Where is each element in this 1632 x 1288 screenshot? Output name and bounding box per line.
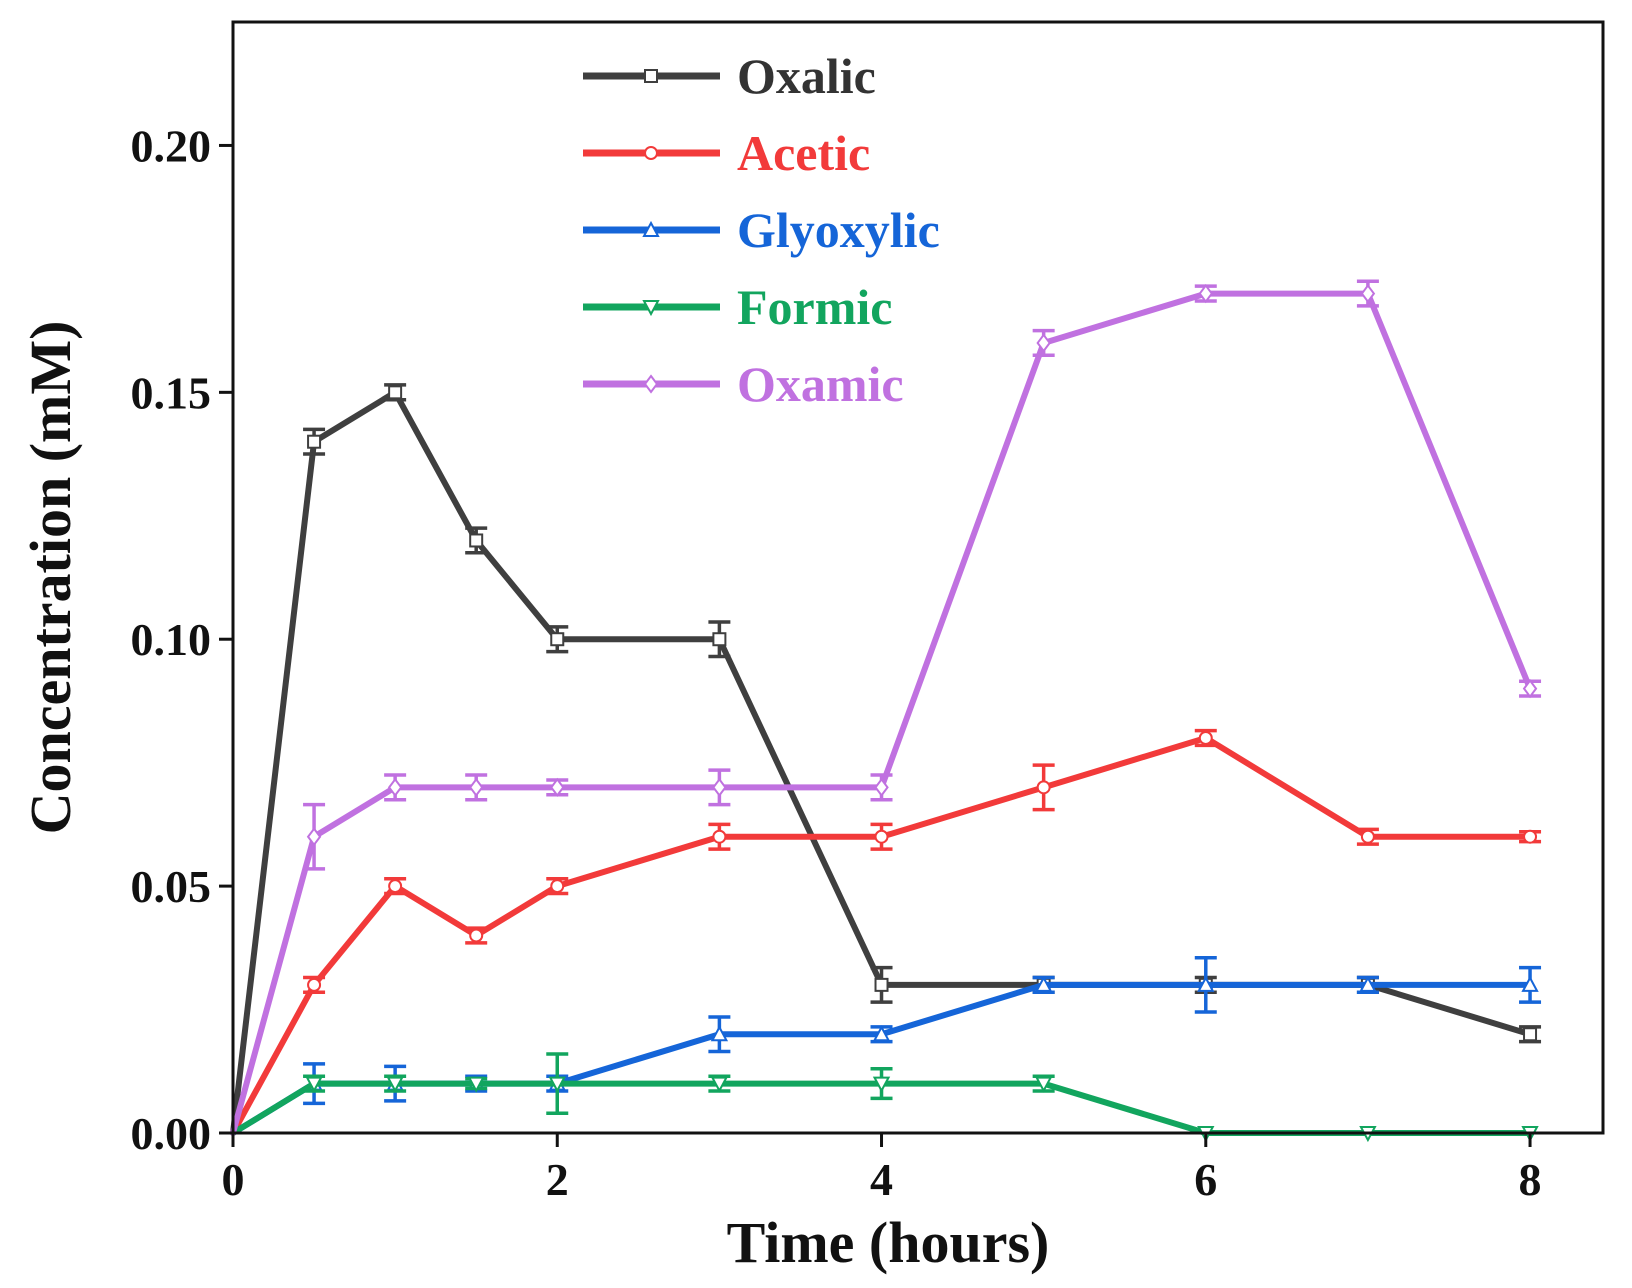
data-point-acetic	[1036, 780, 1051, 795]
series-oxamic	[230, 279, 1542, 1136]
data-point-glyoxylic	[1034, 975, 1053, 992]
data-point-oxalic	[388, 385, 403, 400]
legend-item-acetic: Acetic	[583, 125, 870, 181]
series-line-glyoxylic	[230, 981, 1534, 1136]
x-tick-label: 0	[222, 1154, 245, 1205]
data-point-acetic	[1360, 829, 1375, 844]
y-axis-title: Concentration (mM)	[18, 321, 83, 835]
data-point-oxalic	[712, 632, 727, 647]
data-point-oxamic	[468, 777, 484, 798]
x-tick-label: 6	[1194, 1154, 1217, 1205]
data-point-oxalic	[874, 977, 889, 992]
data-point-acetic	[874, 829, 889, 844]
legend-label-glyoxylic: Glyoxylic	[737, 202, 940, 258]
series-acetic	[230, 728, 1542, 1136]
data-point-formic	[710, 1076, 729, 1093]
legend-item-oxamic: Oxamic	[583, 356, 904, 412]
axes-layer: 0 2 4 6 8 0.00 0.05 0.10 0.15 0.20	[131, 120, 1542, 1205]
legend-item-formic: Formic	[583, 279, 892, 335]
data-point-glyoxylic	[1197, 975, 1215, 992]
y-tick-label: 0.00	[131, 1108, 212, 1159]
data-point-oxalic	[1523, 1027, 1538, 1042]
data-point-acetic	[1523, 829, 1538, 844]
data-point-glyoxylic	[1359, 975, 1377, 992]
legend-marker-formic	[642, 300, 660, 317]
data-point-formic	[548, 1076, 566, 1093]
series-formic	[230, 1052, 1539, 1143]
data-point-glyoxylic	[1521, 975, 1539, 992]
legend-marker-oxalic	[644, 69, 658, 83]
data-point-oxalic	[550, 632, 565, 647]
y-tick-label: 0.10	[131, 614, 212, 665]
data-point-oxalic	[307, 434, 322, 449]
data-point-oxamic	[1198, 283, 1214, 304]
data-point-acetic	[388, 879, 403, 894]
x-tick-label: 2	[546, 1154, 569, 1205]
series-line-oxalic	[230, 389, 1534, 1136]
legend-label-oxalic: Oxalic	[737, 48, 876, 104]
data-point-oxalic	[469, 533, 484, 548]
data-point-acetic	[550, 879, 565, 894]
data-point-formic	[305, 1076, 323, 1093]
legend-marker-acetic	[644, 146, 658, 160]
data-layer	[230, 279, 1542, 1143]
x-tick-label: 8	[1519, 1154, 1542, 1205]
x-tick-label: 4	[870, 1154, 893, 1205]
legend-marker-glyoxylic	[642, 220, 660, 237]
data-point-glyoxylic	[710, 1025, 729, 1042]
data-point-oxamic	[1522, 678, 1538, 699]
data-point-acetic	[712, 829, 727, 844]
legend: Oxalic Acetic Glyoxylic Formic Oxamic	[583, 48, 940, 412]
data-point-oxamic	[712, 777, 727, 798]
y-tick-label: 0.15	[131, 367, 212, 418]
legend-label-oxamic: Oxamic	[737, 356, 904, 412]
legend-marker-oxamic	[643, 374, 659, 394]
x-axis-title: Time (hours)	[727, 1210, 1050, 1275]
series-oxalic	[230, 383, 1542, 1136]
series-line-oxamic	[230, 290, 1534, 1136]
data-point-formic	[467, 1076, 485, 1093]
data-point-formic	[386, 1076, 404, 1093]
data-point-oxamic	[1360, 283, 1376, 304]
legend-item-oxalic: Oxalic	[583, 48, 876, 104]
data-point-oxamic	[1036, 333, 1051, 353]
legend-item-glyoxylic: Glyoxylic	[583, 202, 940, 258]
data-point-oxamic	[387, 777, 403, 798]
data-point-oxamic	[306, 827, 322, 847]
legend-label-formic: Formic	[737, 279, 892, 335]
data-point-formic	[872, 1076, 891, 1093]
plot-frame	[231, 20, 1605, 1135]
data-point-oxamic	[874, 777, 889, 798]
data-point-glyoxylic	[872, 1025, 891, 1042]
data-point-formic	[1034, 1076, 1053, 1093]
legend-label-acetic: Acetic	[737, 125, 870, 181]
y-tick-label: 0.05	[131, 861, 212, 912]
data-point-oxamic	[550, 777, 565, 798]
y-tick-label: 0.20	[131, 120, 212, 171]
data-point-acetic	[307, 977, 322, 992]
data-point-acetic	[469, 928, 484, 943]
data-point-acetic	[1198, 730, 1213, 745]
